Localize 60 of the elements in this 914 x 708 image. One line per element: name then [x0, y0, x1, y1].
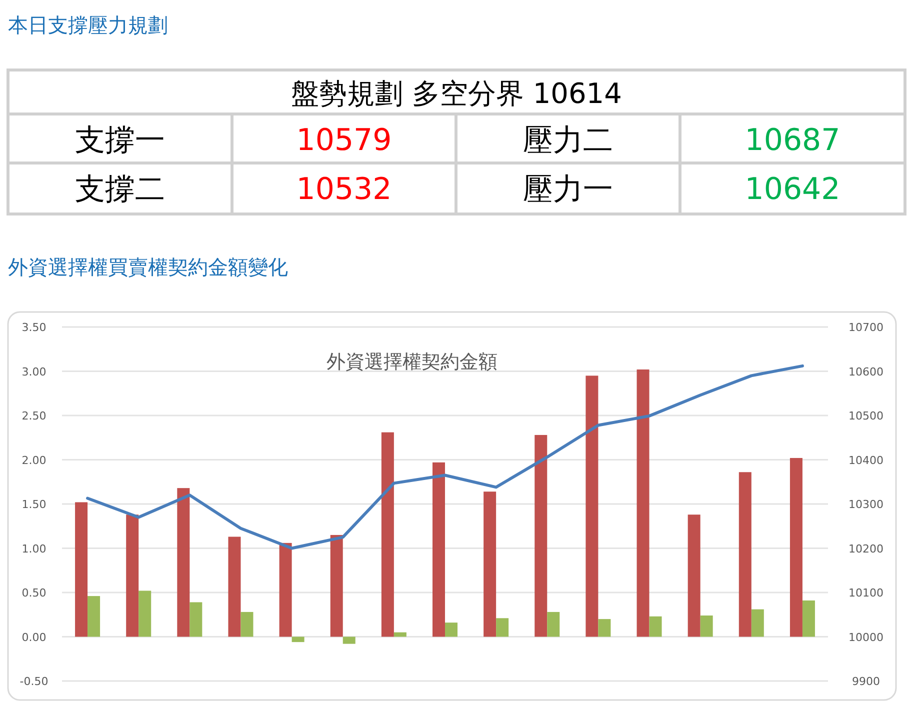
- bar: [126, 514, 139, 637]
- bar: [432, 462, 445, 637]
- bar: [292, 636, 304, 642]
- y-tick-label: -0.50: [20, 675, 48, 688]
- text: 10642: [744, 172, 840, 207]
- y-tick-label: 3.50: [22, 321, 46, 334]
- bar: [802, 600, 815, 637]
- y-tick-label: 2.00: [22, 454, 46, 467]
- bar: [190, 602, 202, 637]
- y2-tick-label: 10200: [848, 542, 884, 556]
- bar: [75, 502, 88, 637]
- y-tick-label: 1.00: [22, 542, 46, 556]
- bar: [342, 636, 356, 644]
- text: 本日支撐壓力規劃: [8, 13, 168, 37]
- bar: [649, 616, 662, 637]
- bar: [484, 492, 496, 637]
- y-tick-label: 2.50: [22, 410, 46, 422]
- bar: [547, 612, 560, 637]
- text: 10579: [296, 123, 392, 158]
- bar: [445, 622, 458, 637]
- text: 壓力一: [523, 172, 613, 207]
- bar: [394, 632, 406, 637]
- bar: [279, 542, 292, 637]
- text: 外資選擇權契約金額: [326, 351, 498, 373]
- bar: [177, 488, 190, 637]
- text: 支撐一: [75, 123, 165, 158]
- bar: [88, 596, 100, 637]
- y2-tick-label: 10500: [848, 410, 884, 422]
- bar: [636, 369, 650, 637]
- y-tick-label: 1.50: [22, 498, 46, 511]
- y2-tick-label: 10600: [848, 365, 884, 378]
- bar: [790, 458, 802, 637]
- text: 壓力二: [523, 123, 613, 158]
- y2-tick-label: 10300: [848, 498, 884, 511]
- bar: [534, 434, 548, 637]
- bar: [330, 534, 343, 637]
- bar: [700, 616, 713, 637]
- y2-tick-label: 9900: [852, 675, 880, 688]
- bar: [751, 609, 764, 637]
- y2-tick-label: 10100: [848, 586, 884, 600]
- text: 支撐二: [75, 172, 165, 207]
- y2-tick-label: 10700: [848, 321, 884, 334]
- bar: [738, 472, 752, 637]
- y-tick-label: 0.50: [22, 586, 46, 600]
- bar: [586, 376, 598, 637]
- bar: [240, 612, 254, 637]
- y-tick-label: 0.00: [22, 630, 46, 644]
- y-tick-label: 3.00: [22, 365, 46, 378]
- bar: [138, 590, 152, 637]
- bar: [598, 619, 611, 637]
- bar: [496, 618, 509, 637]
- y2-tick-label: 10400: [848, 454, 884, 467]
- bar: [688, 514, 700, 637]
- y2-tick-label: 10000: [848, 630, 884, 644]
- bar: [381, 432, 394, 637]
- text: 10532: [296, 172, 392, 207]
- text: 盤勢規劃 多空分界 10614: [291, 77, 622, 110]
- chart-title: 外資選擇權買賣權契約金額變化: [8, 255, 288, 279]
- text: 10687: [744, 123, 840, 158]
- bar: [228, 536, 241, 637]
